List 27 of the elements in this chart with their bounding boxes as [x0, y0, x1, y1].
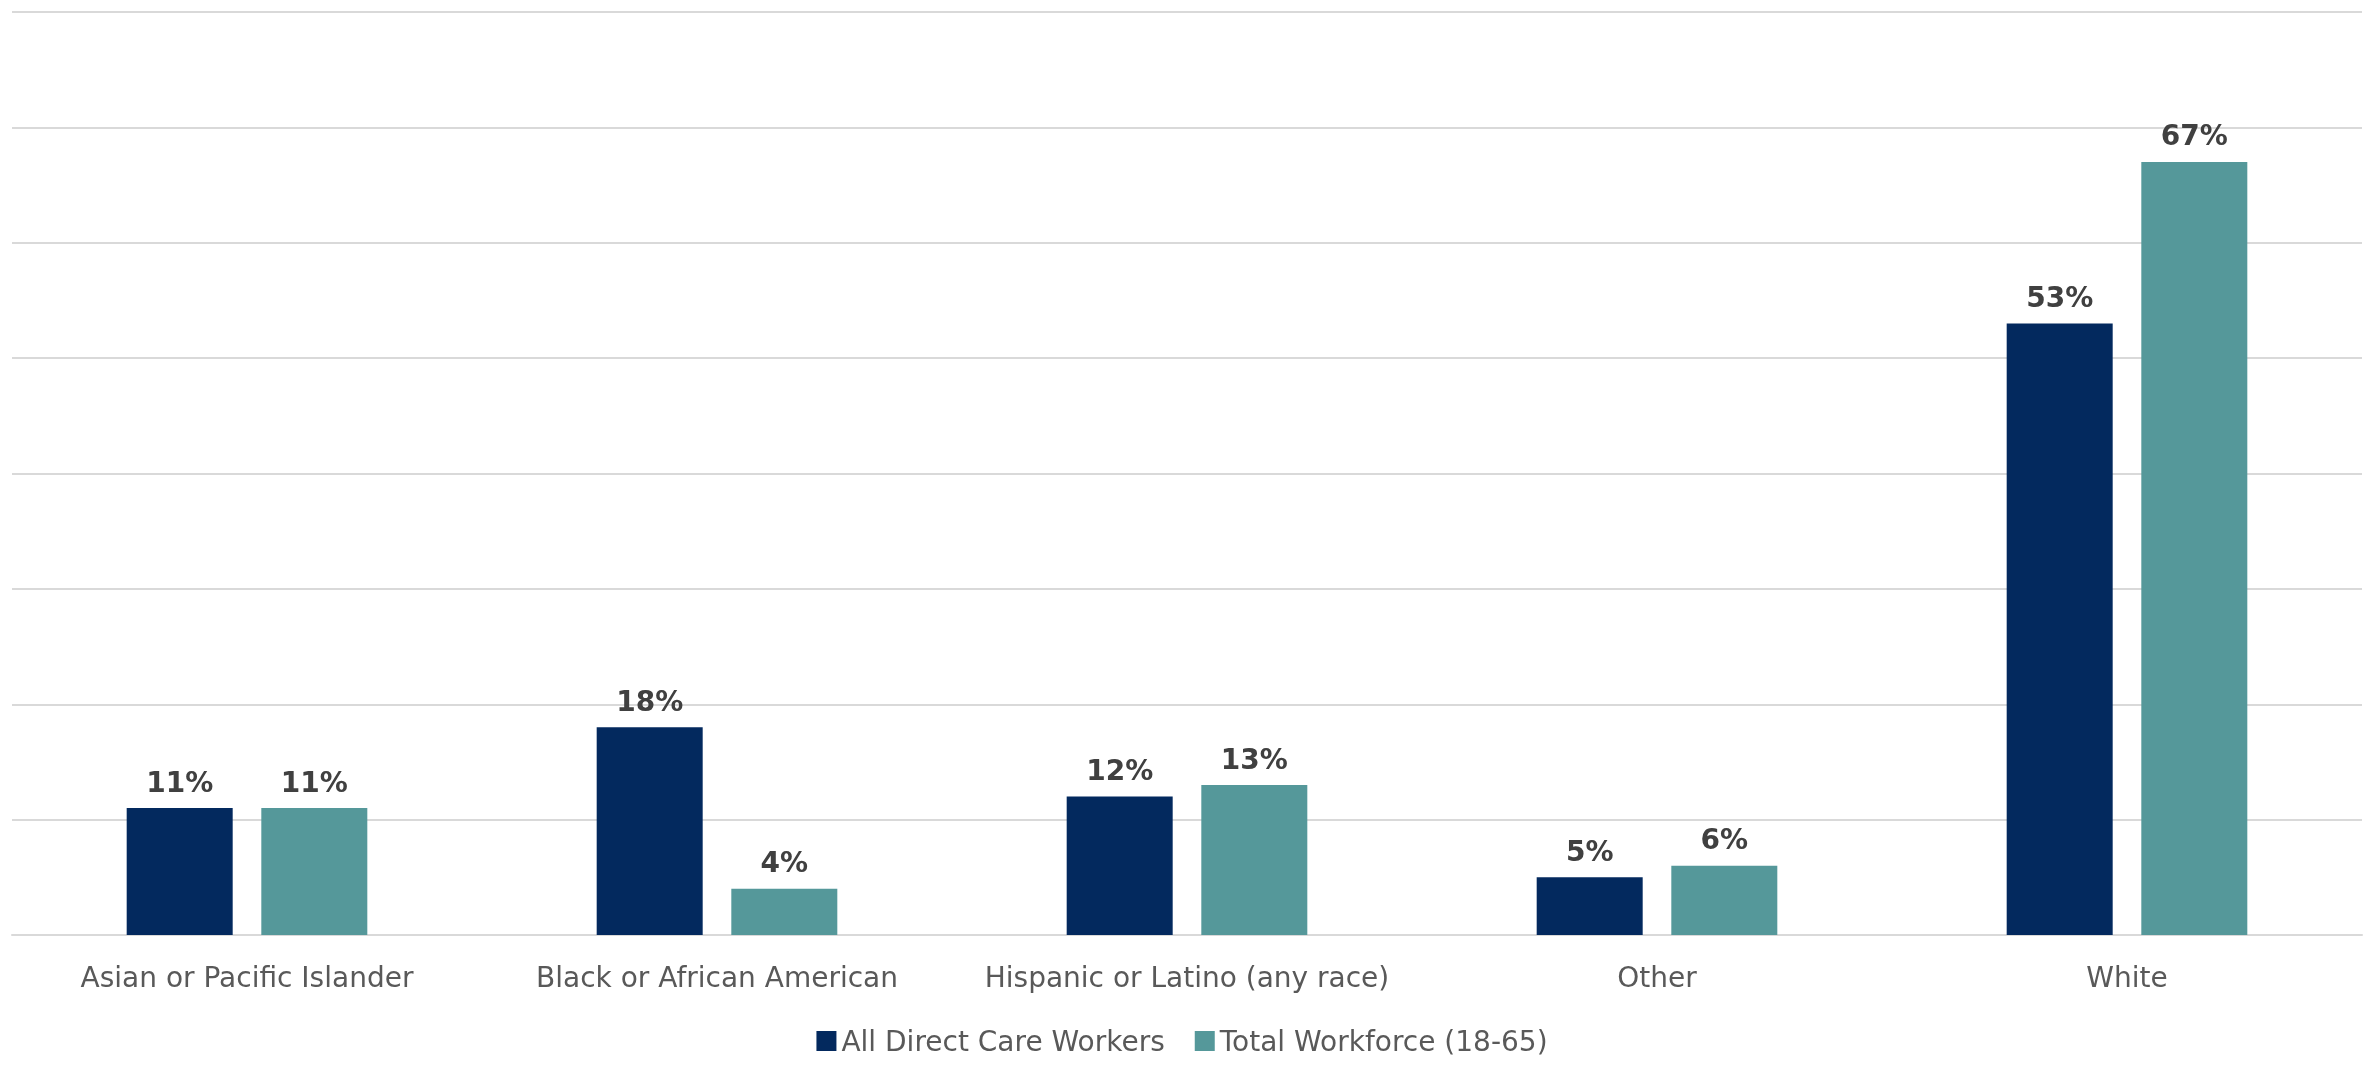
- data-label: 11%: [280, 765, 348, 799]
- bar: [731, 888, 838, 935]
- bar: [2141, 161, 2248, 935]
- x-tick-label: Other: [1617, 960, 1698, 994]
- data-label: 12%: [1086, 754, 1154, 788]
- bar: [596, 727, 703, 935]
- bar: [1201, 785, 1308, 935]
- data-label: 11%: [146, 765, 214, 799]
- legend-label: Total Workforce (18-65): [1218, 1024, 1548, 1058]
- data-label: 13%: [1220, 742, 1288, 776]
- x-tick-label: Asian or Pacific Islander: [80, 960, 414, 994]
- data-label: 5%: [1565, 834, 1614, 868]
- bar: [1671, 865, 1778, 935]
- x-tick-label: Black or African American: [536, 960, 898, 994]
- data-label: 6%: [1700, 823, 1749, 857]
- bar: [1536, 877, 1643, 935]
- data-label: 53%: [2026, 281, 2094, 315]
- data-label: 18%: [616, 684, 684, 718]
- x-tick-label: White: [2086, 960, 2168, 994]
- bar: [1066, 796, 1173, 935]
- legend-label: All Direct Care Workers: [841, 1024, 1165, 1058]
- bar: [126, 808, 233, 935]
- bar: [261, 808, 368, 935]
- data-label: 4%: [760, 846, 809, 880]
- data-label: 67%: [2160, 119, 2228, 153]
- bar: [2006, 323, 2113, 935]
- x-tick-label: Hispanic or Latino (any race): [984, 960, 1390, 994]
